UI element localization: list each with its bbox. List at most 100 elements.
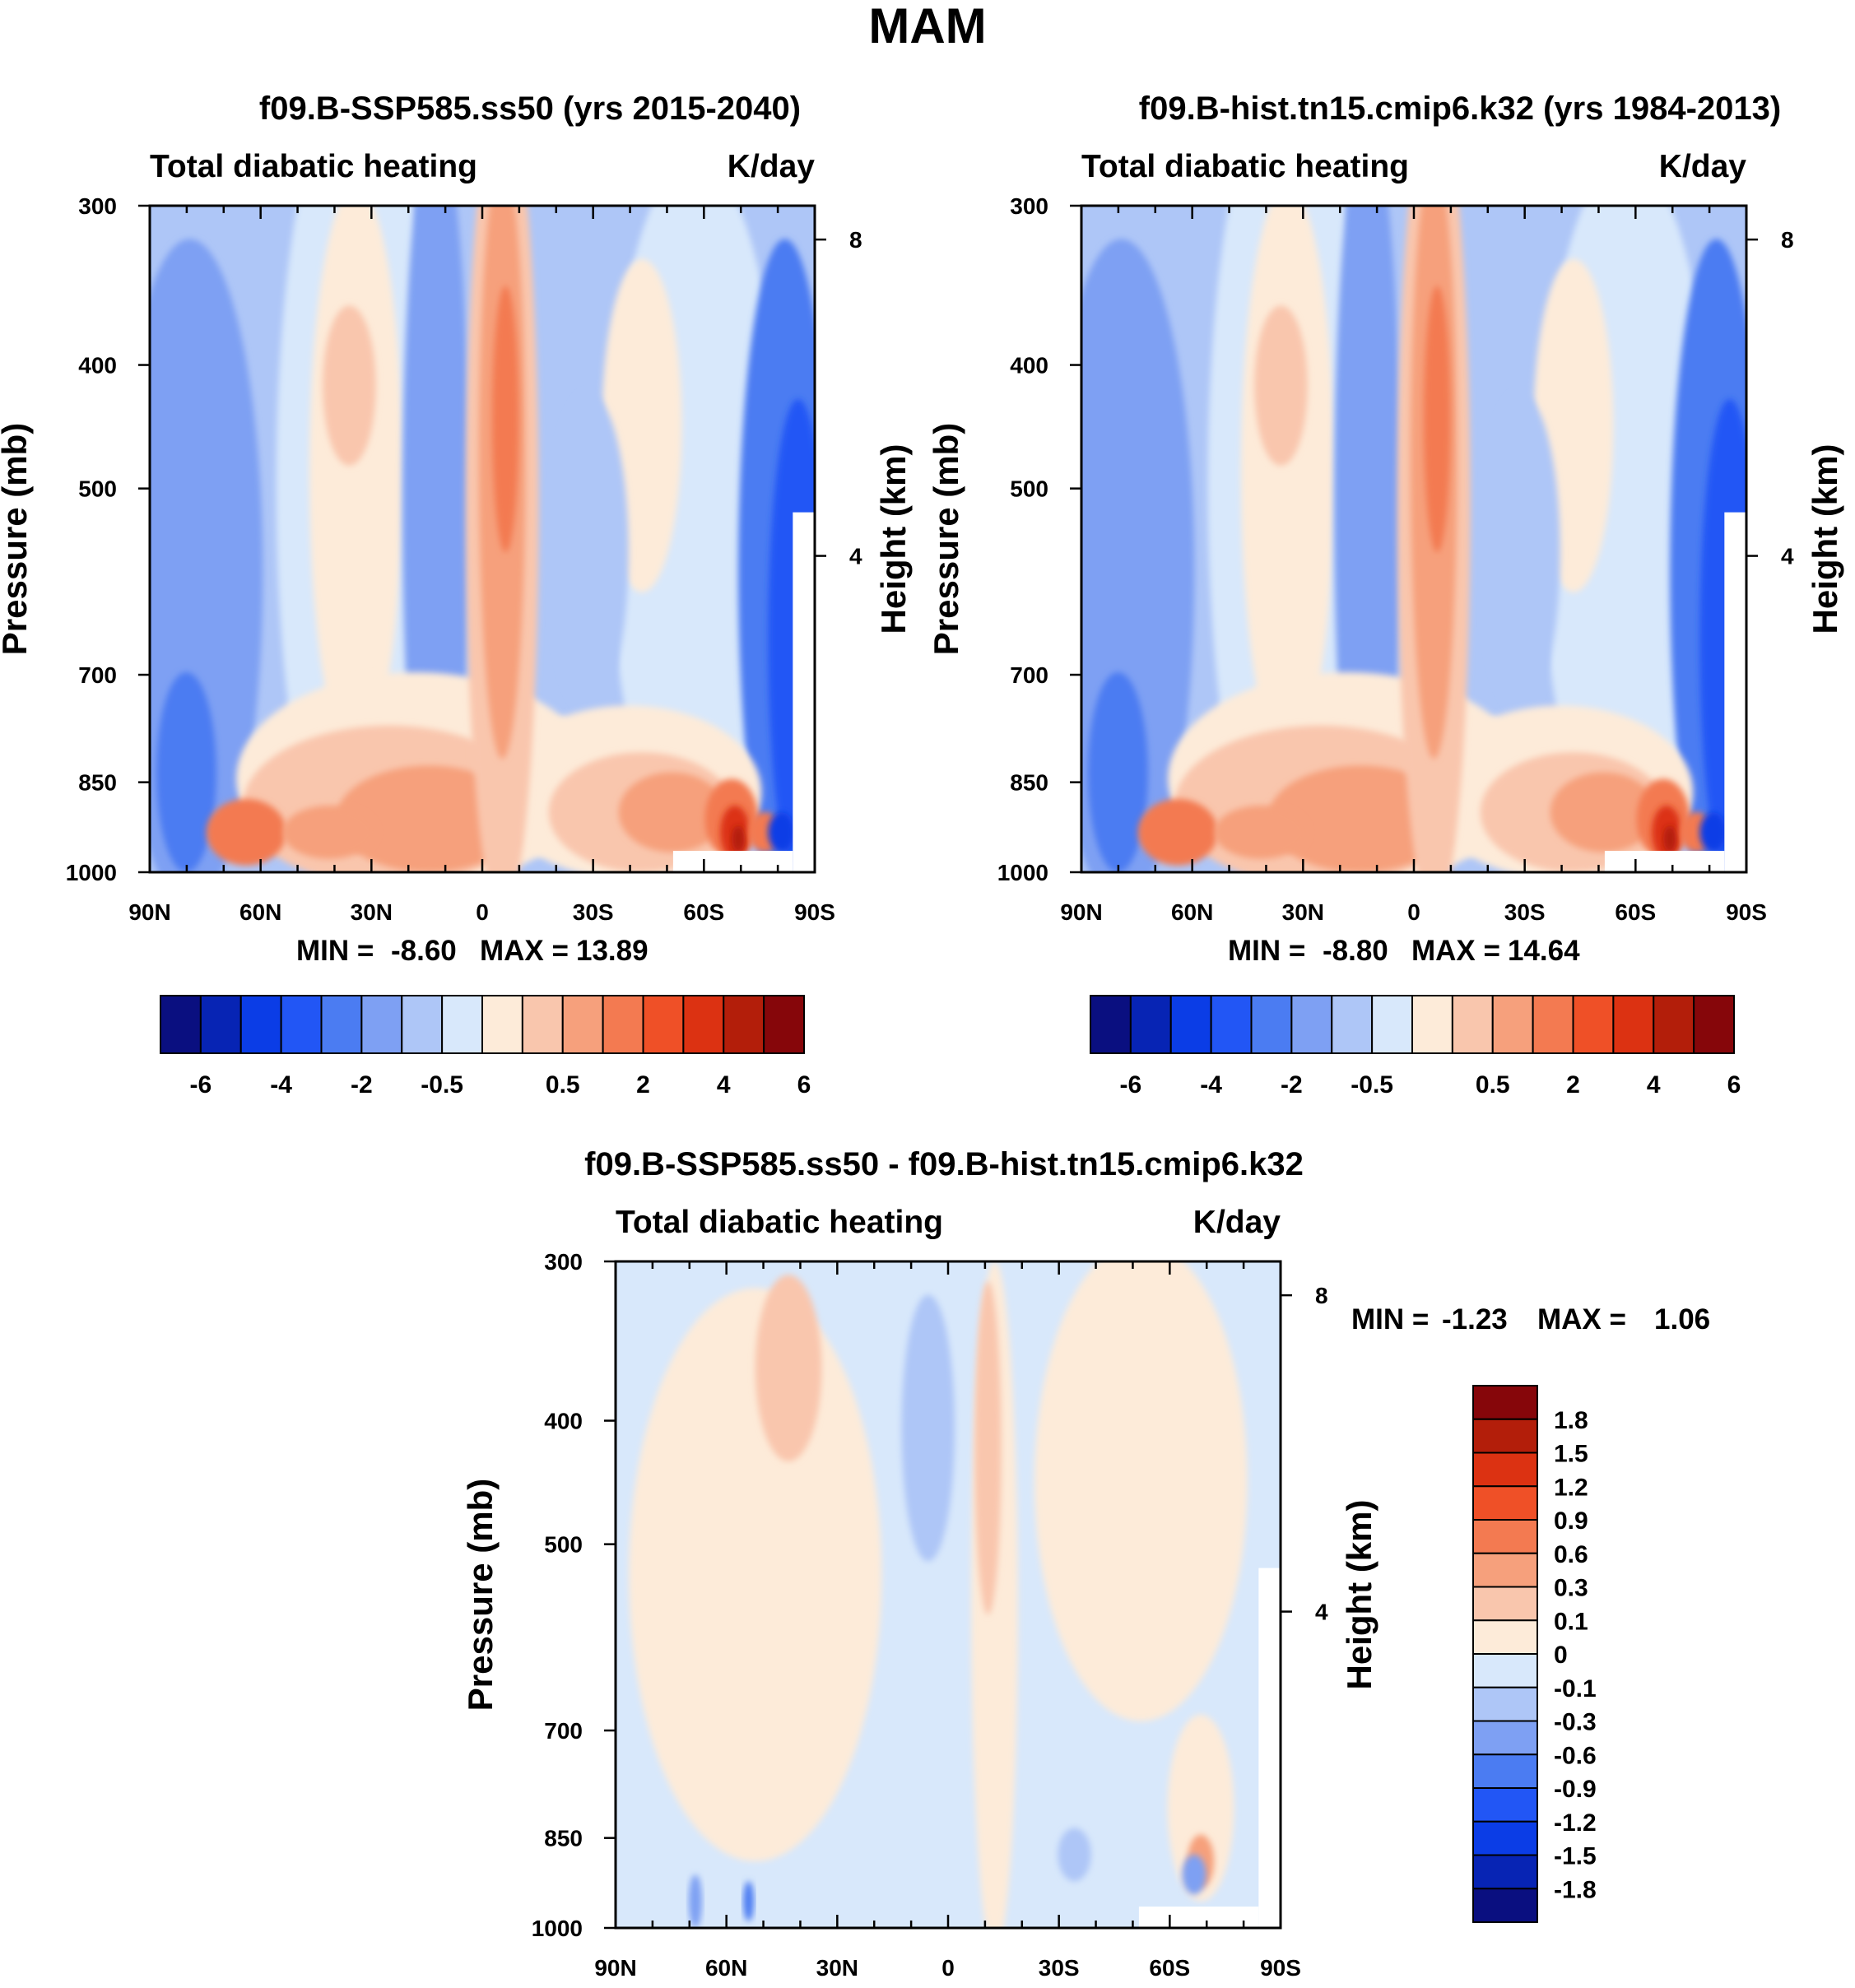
stats-min-value: -8.60 [391, 935, 457, 967]
stats-min-label: MIN = [1228, 935, 1305, 967]
y-right-tick-label: 8 [849, 227, 862, 253]
stats-min-value: -8.80 [1323, 935, 1388, 967]
stats-min-value: -1.23 [1442, 1303, 1508, 1335]
stats-max-value: 1.06 [1654, 1303, 1710, 1335]
colorbar-label: -6 [1120, 1071, 1142, 1099]
colorbar-swatch [1210, 995, 1253, 1054]
contour-fill [1137, 798, 1218, 866]
contour-fill [974, 1281, 1002, 1615]
y-tick-label: 1000 [997, 860, 1048, 885]
colorbar-swatch [1472, 1787, 1538, 1823]
x-tick-label: 90S [1726, 899, 1767, 925]
contour-fill [206, 798, 286, 866]
colorbar-swatch [1472, 1586, 1538, 1622]
y-right-tick-label: 8 [1315, 1283, 1328, 1308]
colorbar-label: 0.6 [1554, 1541, 1588, 1568]
colorbar-label: -6 [190, 1071, 212, 1099]
left-label: Total diabatic heating [150, 149, 477, 184]
units-label: K/day [1193, 1205, 1281, 1240]
contour-plot: 90N 60N 30N 0 30S 60S 90S 300 400 500 700 850 1000 8 4… [461, 1249, 1378, 1981]
colorbar-swatch [1472, 1452, 1538, 1488]
y-right-tick-label: 4 [849, 544, 862, 569]
missing-data-mask [793, 512, 815, 872]
colorbar-label: -1.5 [1554, 1843, 1597, 1870]
x-tick-label: 60S [1615, 899, 1656, 925]
colorbar-label: 0.5 [1476, 1071, 1510, 1099]
contour-fill [1034, 1261, 1248, 1721]
contour-plot: 90N 60N 30N 0 30S 60S 90S 300 400 500 700 850 1000 8 4… [0, 193, 913, 925]
x-tick-label: 0 [476, 899, 489, 925]
y-tick-label: 1000 [66, 860, 117, 885]
x-tick-label: 90N [594, 1955, 636, 1981]
y-tick-label: 850 [1010, 770, 1048, 796]
colorbar-label: -0.3 [1554, 1709, 1597, 1736]
contour-fill [755, 1275, 822, 1461]
colorbar-swatch [1090, 995, 1132, 1054]
stats-max-label: MAX = [1537, 1303, 1626, 1335]
contour-fill [1424, 286, 1451, 553]
contour-fill [618, 772, 725, 852]
missing-data-mask [1258, 1568, 1281, 1928]
stats-max-value: 14.64 [1508, 935, 1580, 967]
missing-data-mask [1138, 1907, 1259, 1940]
colorbar-swatch [1472, 1753, 1538, 1789]
colorbar-label: -2 [351, 1071, 373, 1099]
stats-max-label: MAX = [480, 935, 569, 967]
colorbar-swatch [1472, 1519, 1538, 1554]
colorbar-label: 6 [1727, 1071, 1741, 1099]
colorbar-swatch [723, 995, 765, 1054]
y-tick-label: 300 [78, 193, 117, 219]
y-right-tick-label: 8 [1781, 227, 1794, 253]
contour-fill [282, 806, 376, 859]
x-tick-label: 90S [794, 899, 835, 925]
colorbar-swatch [1491, 995, 1534, 1054]
y-tick-label: 700 [78, 662, 117, 688]
colorbar: 1.8 1.5 1.2 0.9 0.6 0.3 0.1 0 -0.1 -0.3 -0.6 -0.9 -1… [1472, 1385, 1597, 1923]
colorbar-label: -0.5 [421, 1071, 463, 1099]
panel-ssp585: f09.B-SSP585.ss50 (yrs 2015-2040) Total … [0, 91, 913, 1099]
colorbar-label: 0.9 [1554, 1507, 1588, 1535]
colorbar-swatch [1290, 995, 1333, 1054]
colorbar-swatch [1411, 995, 1453, 1054]
y-tick-label: 300 [1010, 193, 1048, 219]
y-tick-label: 400 [1010, 353, 1048, 379]
contour-fill [1254, 305, 1308, 466]
y-right-axis-label: Height (km) [1340, 1500, 1378, 1690]
colorbar-label: 4 [1647, 1071, 1661, 1099]
panel-difference: f09.B-SSP585.ss50 - f09.B-hist.tn15.cmip… [461, 1146, 1710, 1981]
colorbar-swatch [1532, 995, 1574, 1054]
colorbar-swatch [1472, 1552, 1538, 1588]
colorbar-label: -0.1 [1554, 1675, 1597, 1702]
y-axis-label: Pressure (mb) [927, 423, 965, 655]
x-tick-label: 30S [573, 899, 614, 925]
colorbar-label: -0.6 [1554, 1742, 1597, 1769]
contour-fill [1088, 672, 1148, 872]
colorbar-label: 6 [797, 1071, 811, 1099]
y-tick-label: 400 [78, 353, 117, 379]
y-tick-label: 400 [544, 1409, 583, 1434]
colorbar-label: -4 [1200, 1071, 1222, 1099]
stats-min-label: MIN = [1351, 1303, 1429, 1335]
contour-fill [688, 1874, 703, 1928]
y-right-axis-label: Height (km) [874, 444, 913, 634]
colorbar-swatch [239, 995, 282, 1054]
y-tick-label: 500 [544, 1532, 583, 1558]
y-right-tick-label: 4 [1781, 544, 1794, 569]
colorbar: -6 -4 -2 -0.5 0.5 2 4 6 [1090, 995, 1741, 1099]
colorbar-label: 0 [1554, 1642, 1568, 1669]
x-tick-label: 60N [1171, 899, 1213, 925]
contour-fill [629, 1288, 882, 1861]
colorbar-swatch [360, 995, 403, 1054]
colorbar-swatch [1472, 1854, 1538, 1890]
y-axis-label: Pressure (mb) [461, 1479, 500, 1711]
x-tick-label: 30S [1039, 1955, 1080, 1981]
x-tick-label: 60S [683, 899, 724, 925]
contour-field [616, 1261, 1281, 1928]
colorbar-swatch [1250, 995, 1293, 1054]
colorbar-label: -2 [1281, 1071, 1303, 1099]
colorbar-label: 1.5 [1554, 1441, 1588, 1468]
colorbar-label: -1.8 [1554, 1876, 1597, 1903]
colorbar-swatch [1129, 995, 1172, 1054]
colorbar-swatch [561, 995, 604, 1054]
colorbar-swatch [521, 995, 564, 1054]
